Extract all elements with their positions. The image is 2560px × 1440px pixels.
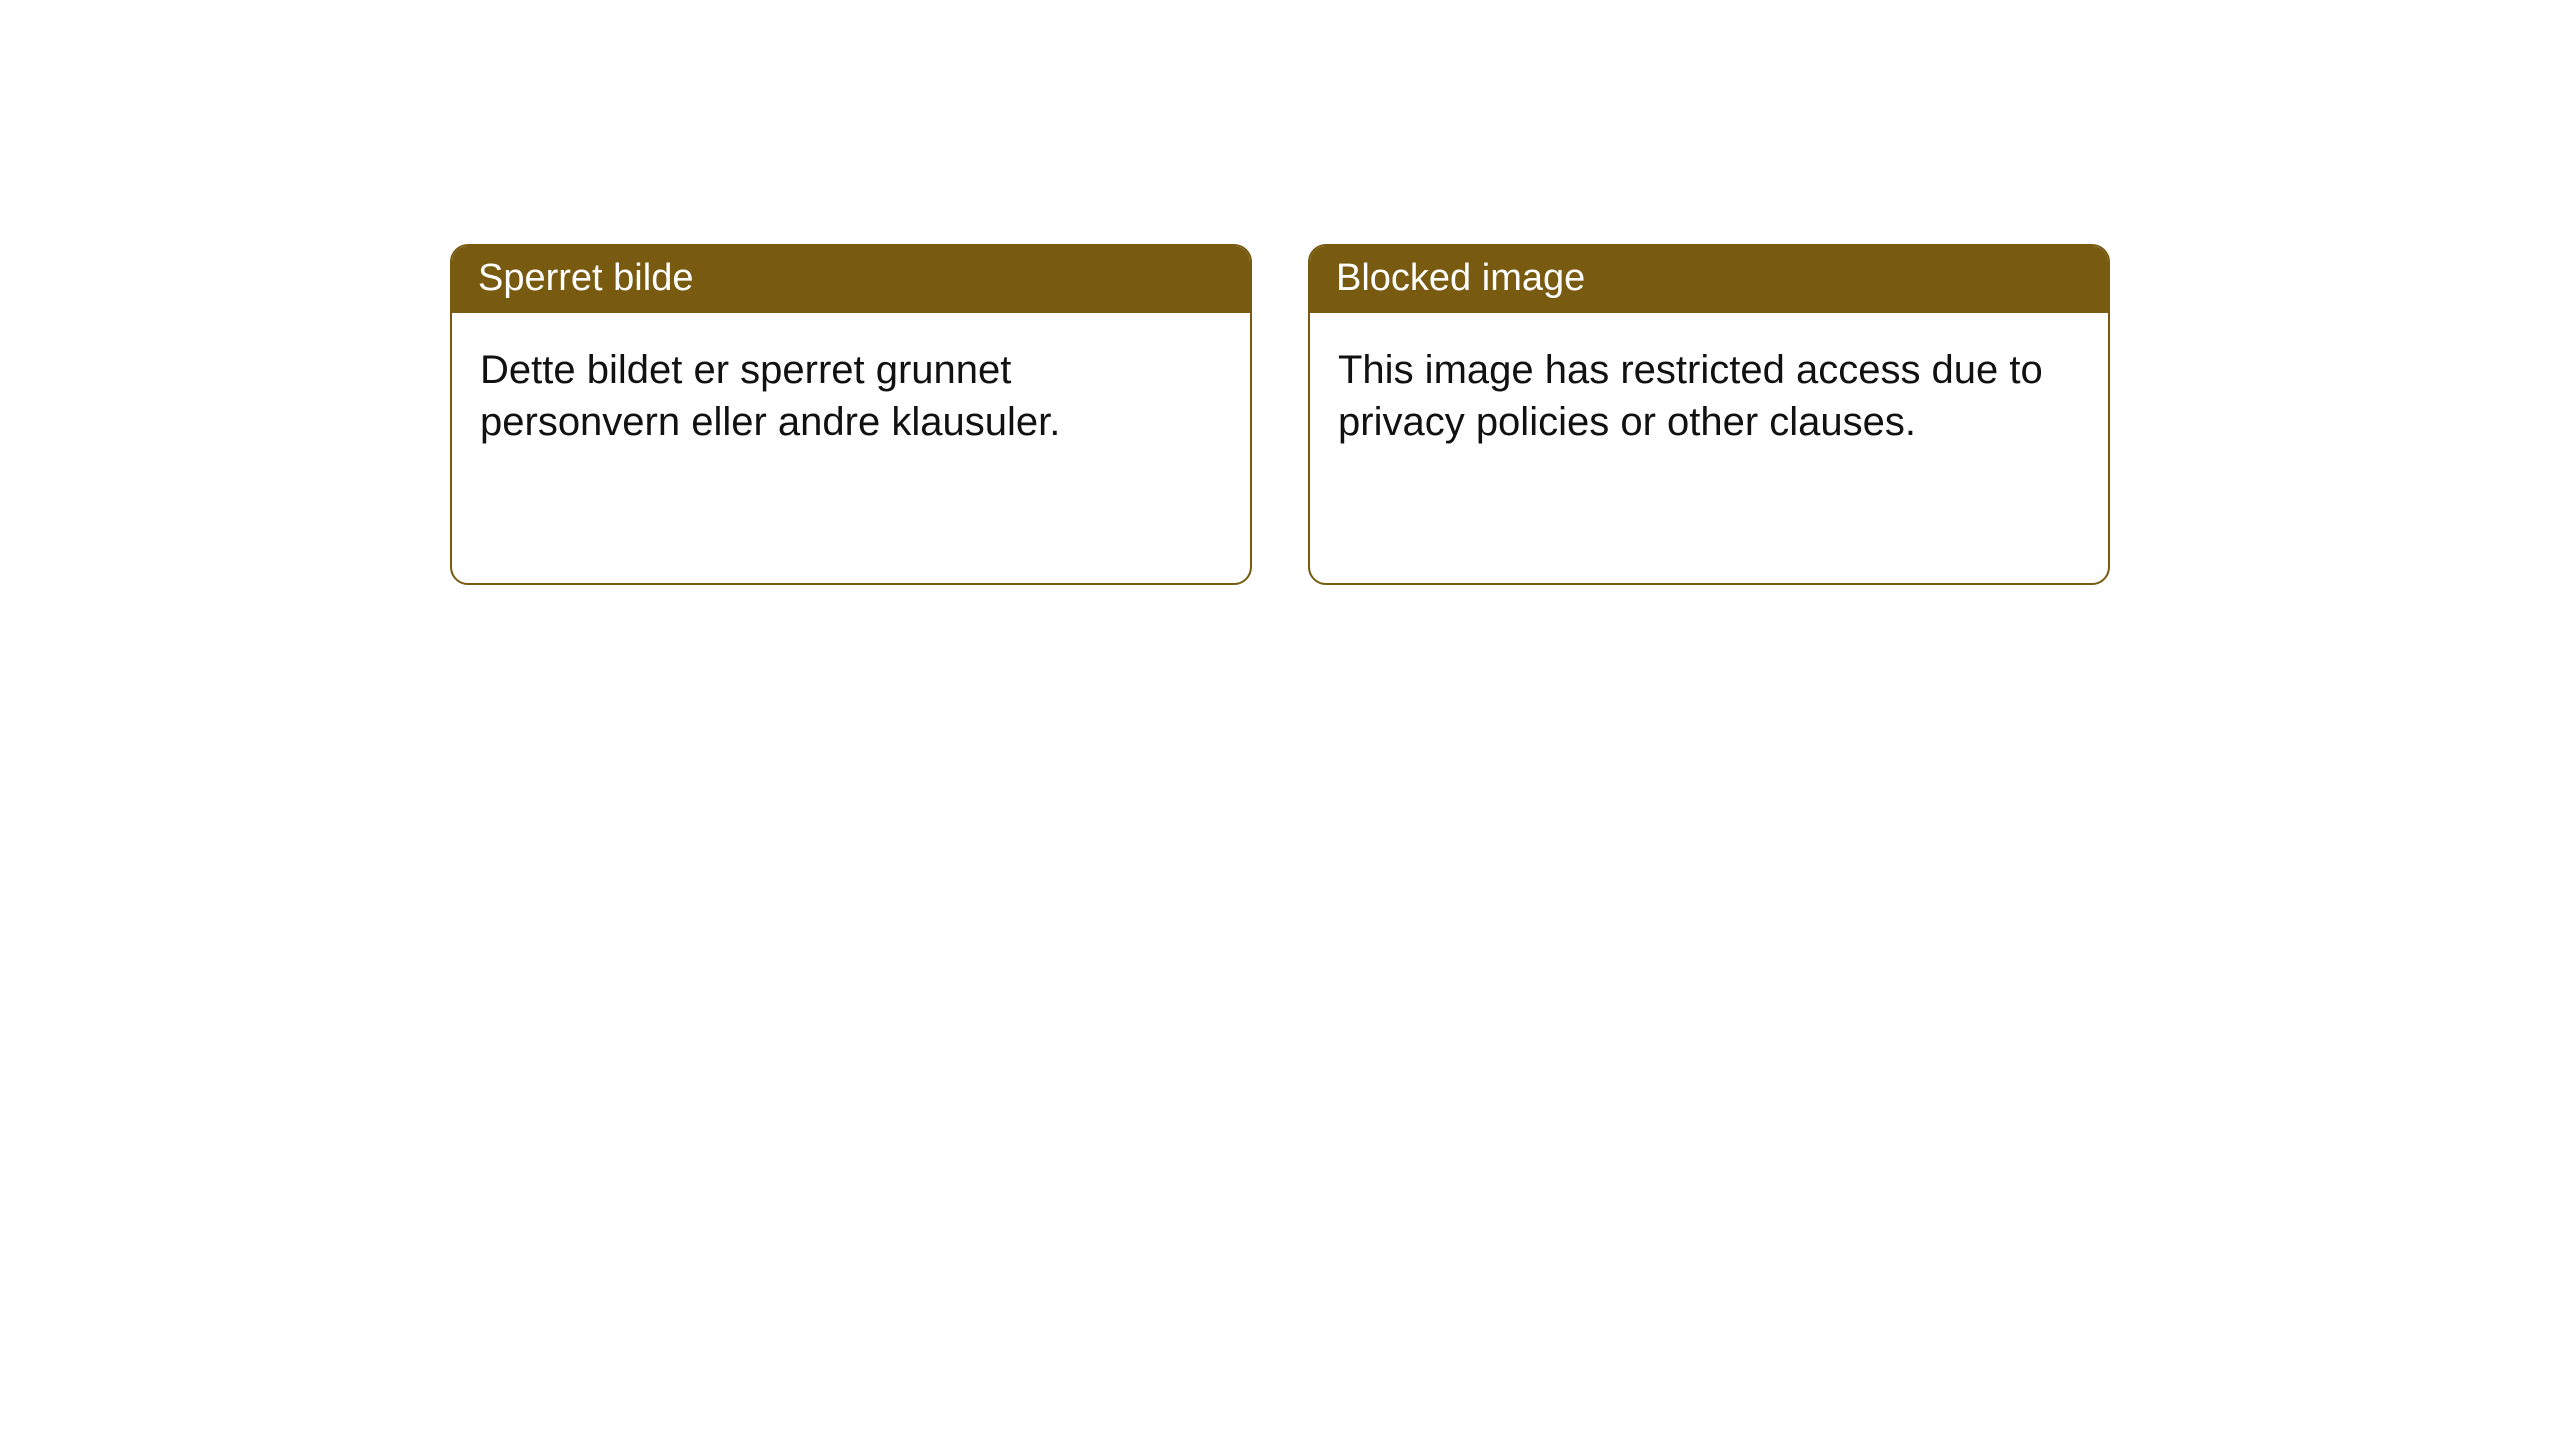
notice-card-norwegian: Sperret bilde Dette bildet er sperret gr…: [450, 244, 1252, 585]
card-header: Blocked image: [1310, 246, 2108, 313]
notice-container: Sperret bilde Dette bildet er sperret gr…: [0, 0, 2560, 585]
card-message: Dette bildet er sperret grunnet personve…: [480, 345, 1222, 447]
card-title: Sperret bilde: [478, 257, 693, 299]
card-body: Dette bildet er sperret grunnet personve…: [452, 313, 1250, 583]
card-title: Blocked image: [1336, 257, 1585, 299]
card-header: Sperret bilde: [452, 246, 1250, 313]
card-body: This image has restricted access due to …: [1310, 313, 2108, 583]
notice-card-english: Blocked image This image has restricted …: [1308, 244, 2110, 585]
card-message: This image has restricted access due to …: [1338, 345, 2080, 447]
